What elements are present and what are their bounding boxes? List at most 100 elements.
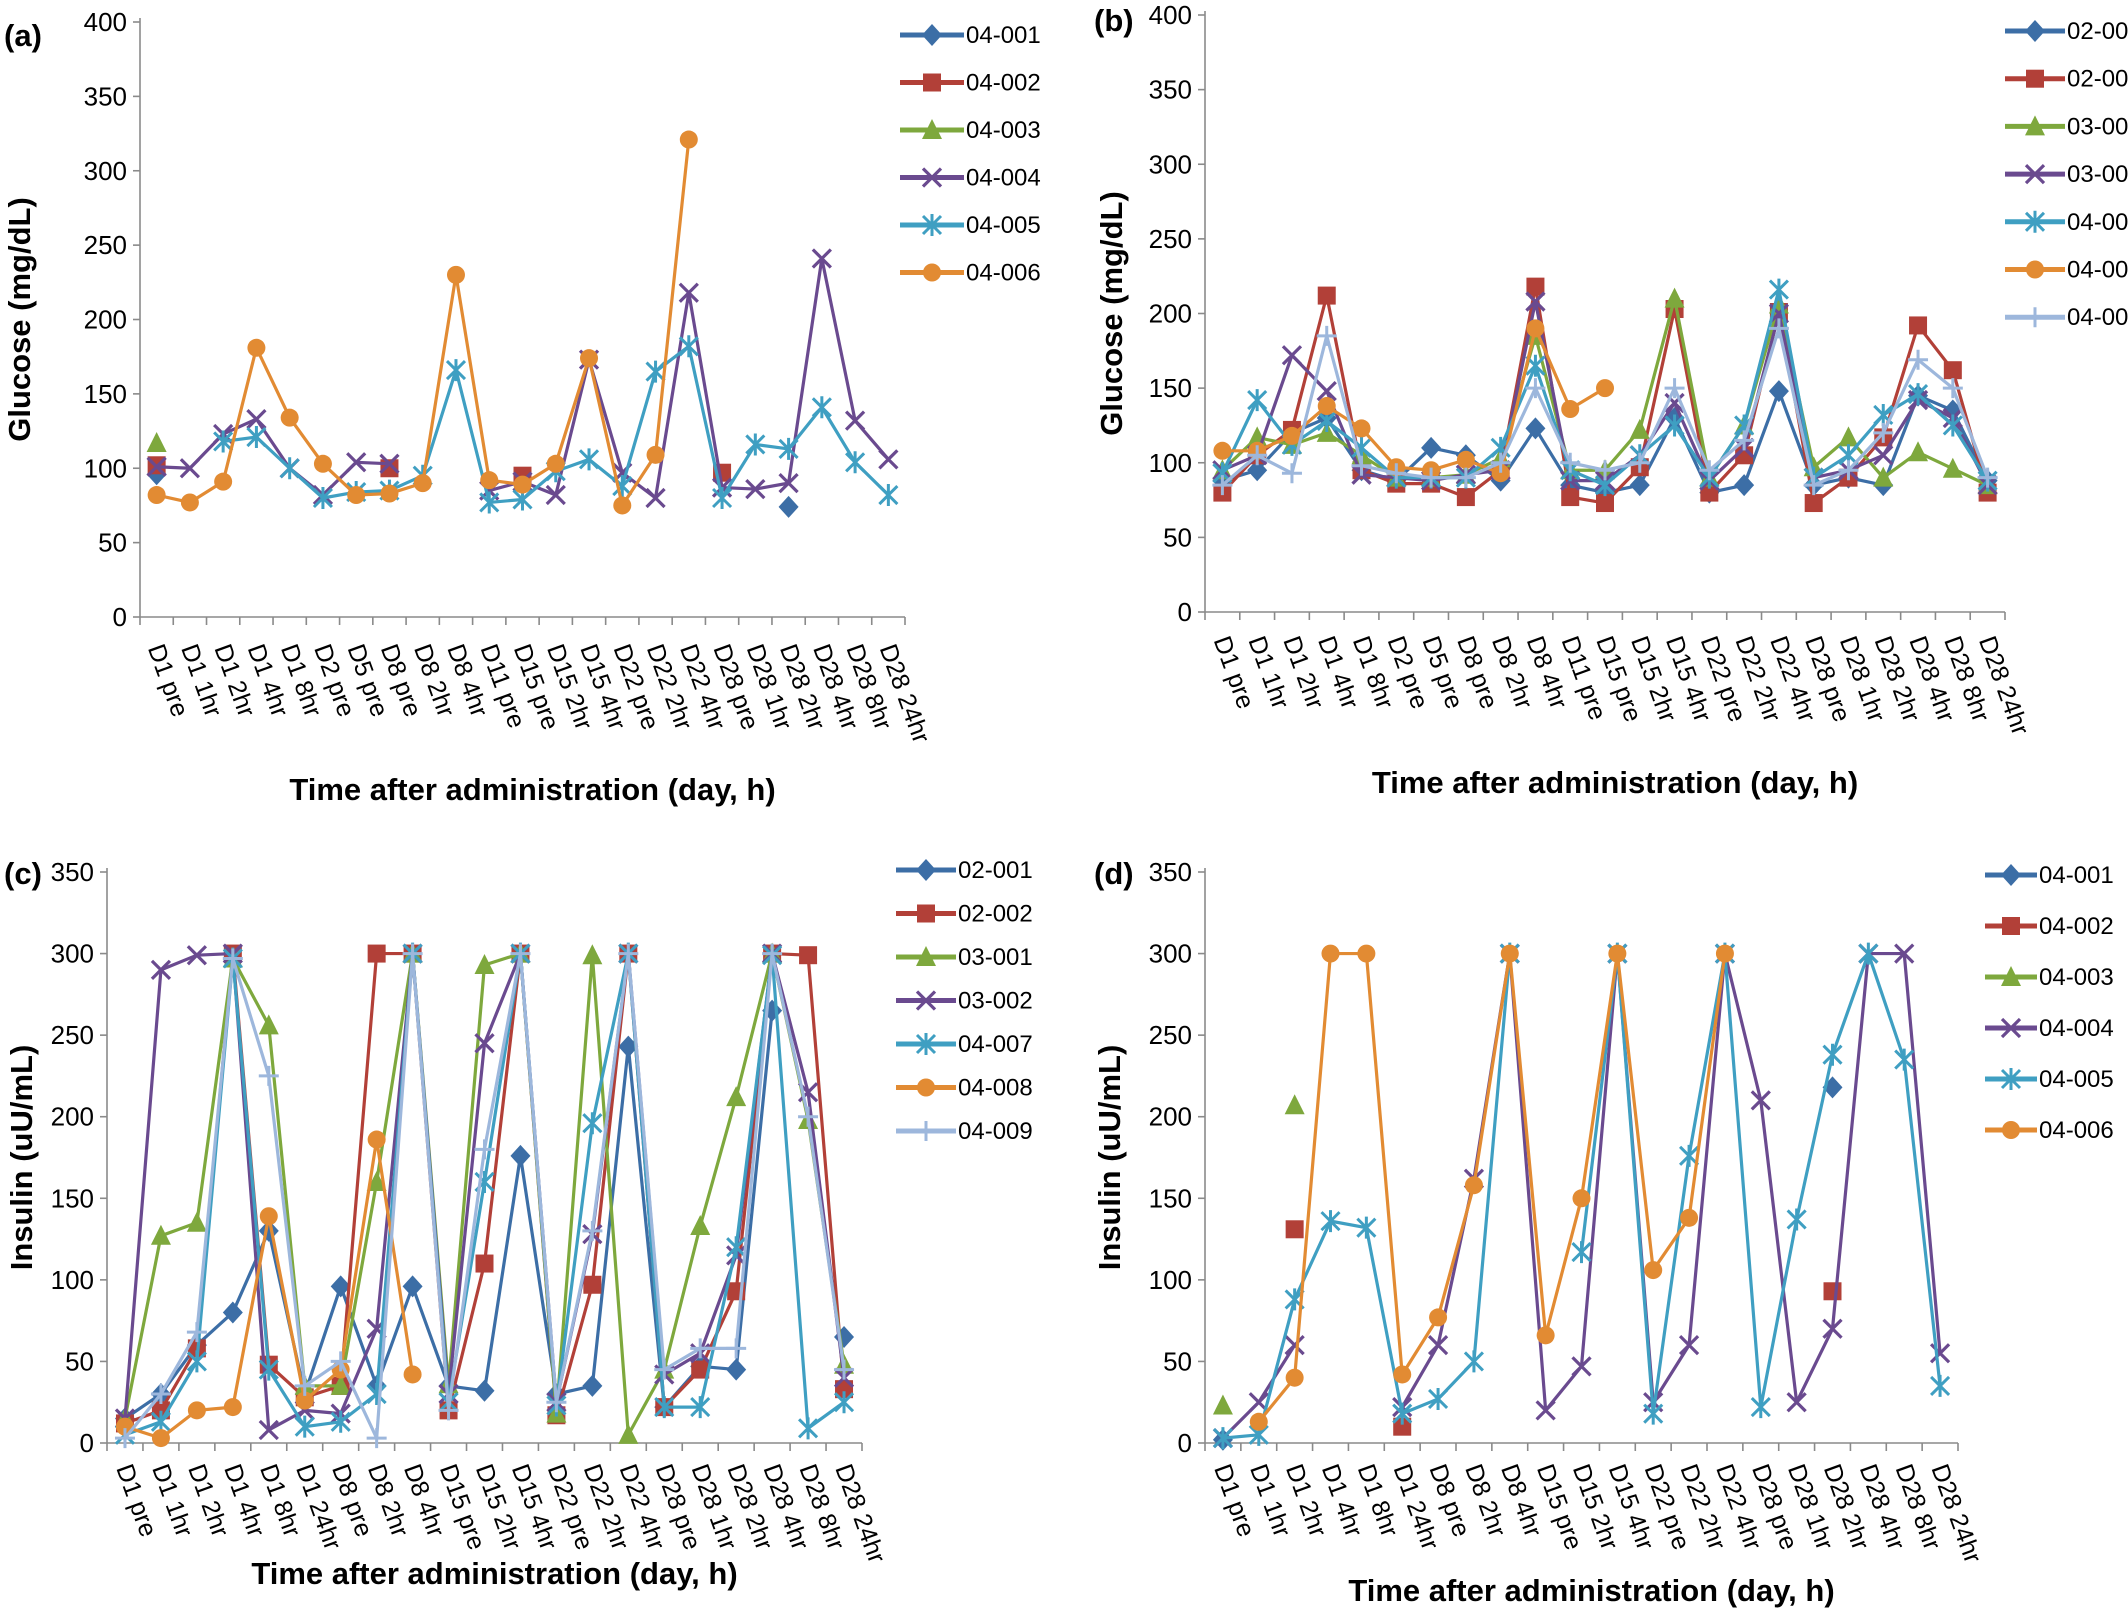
- data-point: [445, 359, 467, 382]
- y-tick-label: 200: [84, 305, 127, 335]
- y-tick-label: 200: [1149, 299, 1192, 329]
- series-04-006: [147, 130, 698, 515]
- data-point: [799, 946, 818, 965]
- data-point: [1393, 1365, 1412, 1384]
- data-point: [726, 1236, 747, 1259]
- legend-marker: [915, 990, 937, 1011]
- data-point: [1463, 1350, 1484, 1373]
- legend-entry: 04-002: [1985, 913, 2114, 940]
- data-point: [1664, 414, 1685, 437]
- legend-marker: [2024, 210, 2046, 233]
- data-point: [213, 430, 234, 453]
- legend-label: 03-002: [958, 988, 1033, 1015]
- legend-marker: [2002, 1121, 2020, 1139]
- data-point: [1907, 383, 1929, 406]
- data-point: [279, 457, 300, 480]
- data-point: [446, 265, 465, 284]
- data-point: [346, 452, 367, 473]
- panel-letter: (c): [4, 856, 42, 891]
- data-point: [480, 471, 499, 490]
- data-point: [146, 456, 167, 477]
- legend-label: 03-002: [2067, 161, 2128, 188]
- data-point: [330, 1275, 351, 1298]
- data-point: [1427, 1334, 1449, 1356]
- y-tick-label: 350: [84, 81, 127, 111]
- data-point: [1491, 464, 1510, 483]
- data-point: [654, 1396, 675, 1419]
- data-point: [1699, 460, 1720, 481]
- y-axis-title: Insulin (uU/mL): [1092, 1045, 1127, 1271]
- data-point: [402, 1275, 423, 1298]
- data-point: [1908, 441, 1929, 462]
- data-point: [1664, 378, 1685, 399]
- data-point: [186, 945, 208, 966]
- y-tick-label: 0: [1178, 1428, 1192, 1458]
- series-04-003: [1212, 1094, 1305, 1415]
- data-point: [1317, 286, 1336, 305]
- data-point: [645, 360, 666, 383]
- data-point: [1386, 463, 1407, 484]
- data-point: [258, 1065, 279, 1086]
- data-point: [1392, 1402, 1413, 1425]
- data-point: [513, 475, 532, 494]
- data-point: [1786, 1392, 1807, 1413]
- legend-label: 04-007: [958, 1031, 1033, 1058]
- legend-label: 02-002: [2067, 66, 2128, 93]
- data-point: [582, 1374, 603, 1397]
- data-point: [1803, 475, 1824, 496]
- data-point: [1317, 397, 1336, 416]
- data-point: [1456, 450, 1475, 469]
- legend-entry: 02-001: [2005, 18, 2128, 45]
- data-point: [1320, 1210, 1341, 1233]
- legend-entry: 04-001: [1985, 862, 2114, 889]
- x-axis-title: Time after administration (day, h): [1372, 765, 1858, 800]
- data-point: [246, 426, 267, 449]
- data-point: [1526, 319, 1545, 338]
- data-point: [811, 248, 832, 269]
- legend-label: 02-001: [958, 857, 1033, 884]
- data-point: [1281, 345, 1303, 366]
- data-point: [1680, 1208, 1699, 1227]
- legend-marker: [2002, 917, 2020, 935]
- data-point: [778, 472, 799, 494]
- legend-entry: 04-009: [896, 1118, 1033, 1145]
- data-point: [745, 478, 766, 500]
- data-point: [1525, 417, 1546, 440]
- data-point: [1561, 488, 1580, 507]
- data-point: [580, 349, 599, 368]
- data-point: [186, 1211, 207, 1232]
- y-tick-label: 350: [1149, 857, 1192, 887]
- data-point: [878, 484, 899, 507]
- data-point: [347, 486, 366, 505]
- series-line: [1579, 951, 1942, 1416]
- data-point: [366, 1170, 387, 1191]
- legend-label: 04-009: [958, 1118, 1033, 1145]
- data-point: [1247, 445, 1268, 466]
- data-point: [1321, 944, 1340, 963]
- legend-label: 04-006: [966, 260, 1041, 287]
- data-point: [691, 1360, 710, 1379]
- data-point: [179, 458, 201, 479]
- data-point: [1822, 1318, 1843, 1339]
- data-point: [1596, 494, 1614, 513]
- y-tick-label: 150: [1149, 1183, 1192, 1213]
- data-point: [1357, 944, 1376, 963]
- data-point: [474, 953, 495, 974]
- data-point: [1822, 1043, 1843, 1066]
- data-point: [1908, 349, 1929, 370]
- legend-marker: [2000, 1017, 2022, 1039]
- data-point: [1247, 389, 1268, 412]
- series-line: [1400, 951, 1942, 1412]
- data-point: [844, 410, 866, 431]
- data-point: [1700, 483, 1719, 502]
- legend-entry: 04-004: [1985, 1015, 2114, 1042]
- data-point: [618, 943, 639, 964]
- y-axis-title: Glucose (mg/dL): [1094, 191, 1129, 436]
- legend-marker: [916, 946, 936, 966]
- data-point: [379, 453, 400, 474]
- data-point: [259, 1207, 278, 1226]
- legend-entry: 02-002: [896, 901, 1033, 928]
- data-point: [146, 431, 167, 452]
- legend-entry: 04-007: [2005, 209, 2128, 236]
